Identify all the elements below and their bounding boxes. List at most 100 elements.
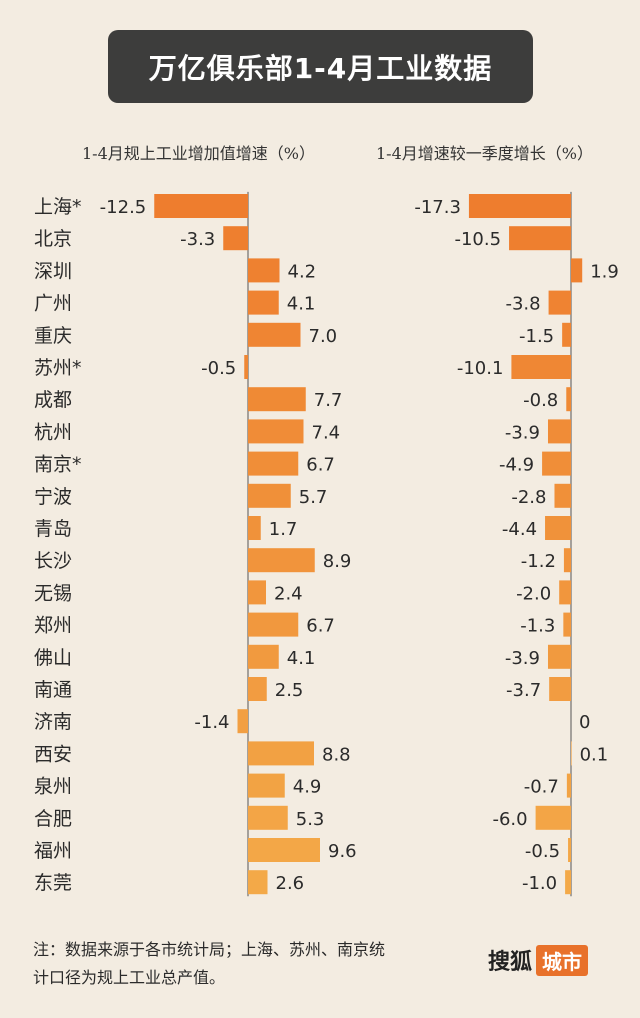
bar (248, 644, 279, 669)
bar (248, 258, 280, 283)
data-label: -1.4 (194, 712, 229, 733)
category-label: 上海* (34, 196, 82, 218)
data-label: 2.5 (275, 680, 304, 701)
data-label: -0.5 (201, 358, 236, 379)
category-label: 广州 (34, 293, 72, 315)
data-label: 5.7 (299, 487, 328, 508)
data-label: -3.7 (506, 680, 541, 701)
data-label: 5.3 (296, 809, 325, 830)
data-label: 8.8 (322, 744, 351, 765)
bar (248, 612, 299, 637)
data-label: -1.0 (522, 873, 557, 894)
data-label: -2.0 (516, 583, 551, 604)
bar (554, 483, 571, 508)
category-label: 成都 (34, 389, 72, 411)
data-label: -4.9 (499, 455, 534, 476)
bar (248, 548, 315, 573)
category-label: 佛山 (34, 647, 72, 669)
bar (248, 322, 301, 347)
data-label: -3.3 (180, 229, 215, 250)
bar (248, 805, 288, 830)
left-chart-subtitle: 1-4月规上工业增加值增速（%） (82, 144, 315, 163)
data-label: 7.4 (312, 422, 341, 443)
category-label: 合肥 (34, 808, 72, 830)
bar (511, 355, 571, 379)
category-label: 杭州 (34, 421, 72, 443)
bar (248, 838, 320, 862)
data-label: 4.1 (287, 294, 316, 315)
category-label: 郑州 (34, 615, 72, 637)
data-label: 8.9 (323, 551, 352, 572)
category-label: 宁波 (34, 486, 72, 508)
data-label: -2.8 (511, 487, 546, 508)
bar (248, 387, 306, 412)
bar (248, 741, 314, 766)
category-label: 济南 (34, 711, 72, 733)
bar (566, 387, 571, 412)
category-label: 无锡 (34, 582, 72, 604)
data-label: 4.2 (288, 261, 317, 282)
data-label: 1.7 (269, 519, 298, 540)
data-label: 7.0 (309, 326, 338, 347)
bar (542, 451, 571, 476)
category-label: 重庆 (34, 325, 72, 347)
bar (248, 773, 285, 798)
bar (223, 226, 248, 251)
bar (468, 194, 571, 218)
bar (244, 355, 248, 379)
data-label: -12.5 (100, 197, 147, 218)
bar (562, 322, 571, 347)
bar (549, 677, 571, 701)
category-label: 北京 (34, 228, 72, 250)
data-label: -4.4 (502, 519, 537, 540)
data-label: 7.7 (314, 390, 343, 411)
logo-main-text: 搜狐 (488, 950, 533, 975)
bar (545, 516, 571, 540)
data-label: -6.0 (492, 809, 527, 830)
bar (547, 419, 571, 444)
bar (571, 258, 583, 283)
category-label: 南京* (34, 454, 82, 476)
data-label: 0 (579, 712, 590, 733)
category-label: 福州 (34, 840, 72, 862)
bar (509, 226, 571, 251)
footnote: 注：数据来源于各市统计局；上海、苏州、南京统计口径为规上工业总产值。 (33, 940, 386, 987)
data-label: -0.7 (524, 777, 559, 798)
data-label: -0.8 (523, 390, 558, 411)
data-label: 1.9 (590, 261, 619, 282)
data-label: 4.9 (293, 777, 322, 798)
bar (248, 516, 261, 540)
data-label: -3.8 (505, 294, 540, 315)
bar (248, 451, 299, 476)
bar (563, 548, 571, 573)
bar (566, 773, 571, 798)
bar (248, 870, 268, 895)
data-label: -17.3 (414, 197, 461, 218)
data-label: 2.4 (274, 583, 303, 604)
data-label: -10.1 (457, 358, 504, 379)
data-label: -0.5 (525, 841, 560, 862)
page-title: 万亿俱乐部1-4月工业数据 (108, 30, 533, 103)
data-label: -3.9 (505, 422, 540, 443)
bar (568, 838, 571, 862)
bar (559, 580, 571, 605)
bar (248, 580, 266, 605)
bar (535, 805, 571, 830)
bar (248, 677, 267, 701)
bar (248, 419, 304, 444)
right-chart-subtitle: 1-4月增速较一季度增长（%） (376, 144, 593, 163)
bar (565, 870, 571, 895)
data-label: -1.5 (519, 326, 554, 347)
data-label: -1.2 (521, 551, 556, 572)
sohu-city-logo: 搜狐 城市 (488, 944, 589, 976)
bar (154, 194, 248, 218)
data-label: -10.5 (454, 229, 501, 250)
data-label: 4.1 (287, 648, 316, 669)
data-label: 6.7 (306, 455, 335, 476)
bar (248, 483, 291, 508)
logo-tag-text: 城市 (536, 944, 589, 976)
bar (547, 644, 571, 669)
data-label: -3.9 (505, 648, 540, 669)
data-label: 9.6 (328, 841, 357, 862)
